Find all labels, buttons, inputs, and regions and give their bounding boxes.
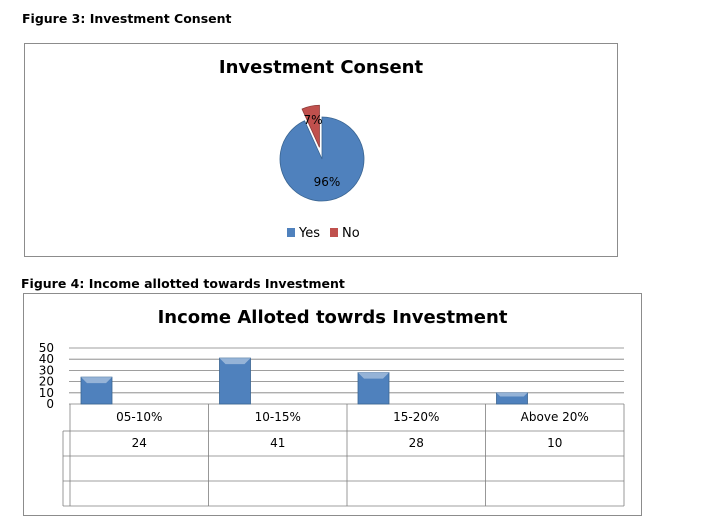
y-tick-label: 0 xyxy=(46,397,54,411)
bar xyxy=(496,392,528,405)
y-tick-label: 10 xyxy=(39,386,54,400)
pie-chart-title: Investment Consent xyxy=(218,57,424,78)
value-label: 10 xyxy=(547,436,562,450)
income-allotted-chart: Income Alloted towrds Investment 50 40 30 2… xyxy=(23,293,642,516)
legend-label-no: No xyxy=(342,226,360,241)
bar-bevel xyxy=(496,392,528,397)
bar-bevel xyxy=(219,358,251,365)
pie-slice-yes xyxy=(279,116,365,202)
bar xyxy=(219,357,251,405)
y-tick-label: 30 xyxy=(39,363,54,377)
category-label: 05-10% xyxy=(116,410,162,424)
pie-chart-canvas: 96% 7% Yes No xyxy=(279,104,365,241)
y-tick-label: 50 xyxy=(39,341,54,355)
pie-label-yes: 96% xyxy=(314,175,341,189)
bar-bevel xyxy=(81,377,112,384)
investment-consent-chart: Investment Consent 96% 7% Yes No xyxy=(24,43,618,257)
bars xyxy=(80,357,528,405)
category-label: Above 20% xyxy=(521,410,589,424)
value-label: 28 xyxy=(409,436,424,450)
grid-lines xyxy=(69,347,624,405)
pie-legend: Yes No xyxy=(287,226,360,241)
y-tick-label: 20 xyxy=(39,375,54,389)
figure-4-caption: Figure 4: Income allotted towards Invest… xyxy=(21,276,345,291)
category-label: 10-15% xyxy=(255,410,301,424)
y-tick-label: 40 xyxy=(39,352,54,366)
figure-3-caption: Figure 3: Investment Consent xyxy=(22,11,232,26)
bar-chart-title: Income Alloted towrds Investment xyxy=(157,307,508,328)
pie-slice-no xyxy=(301,104,320,148)
legend-swatch-no xyxy=(330,228,338,237)
legend-swatch-yes xyxy=(287,228,295,237)
value-label: 41 xyxy=(270,436,285,450)
legend-label-yes: Yes xyxy=(298,226,320,241)
data-table: 05-10% 24 10-15% 41 15-20% 28 Above 20% 10 xyxy=(62,404,625,507)
value-label: 24 xyxy=(132,436,147,450)
bar-bevel xyxy=(358,372,389,379)
category-label: 15-20% xyxy=(393,410,439,424)
pie-label-no: 7% xyxy=(303,113,322,127)
